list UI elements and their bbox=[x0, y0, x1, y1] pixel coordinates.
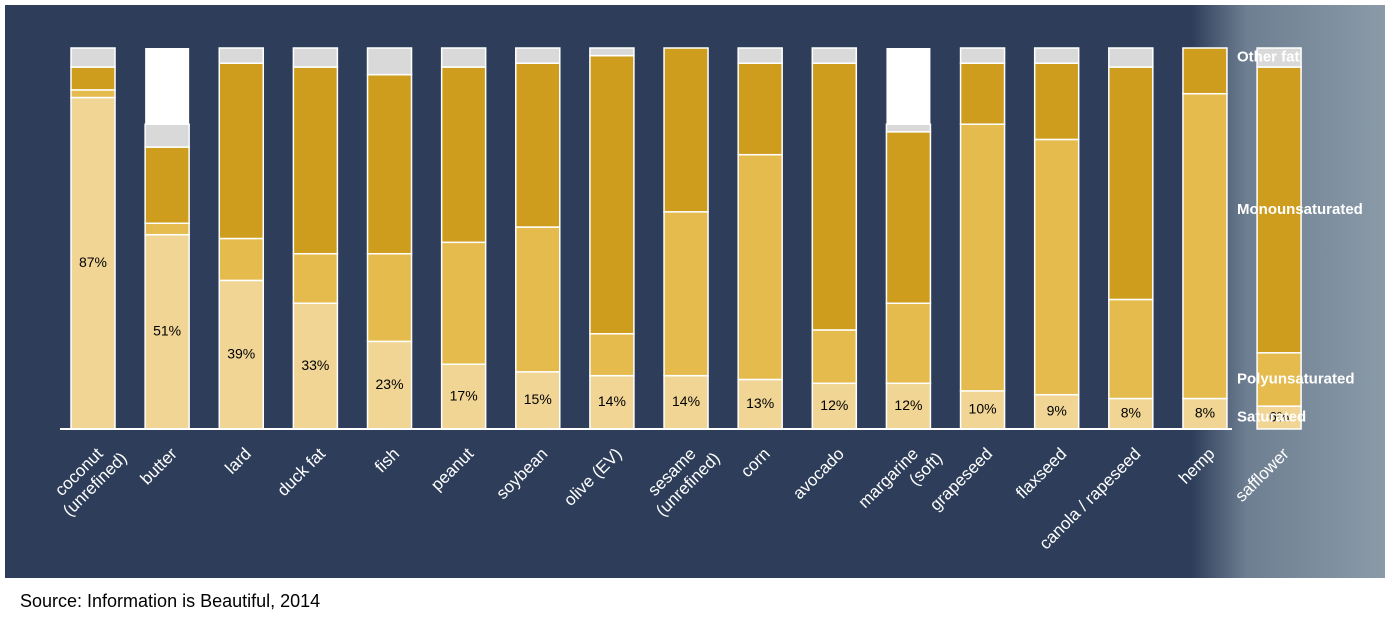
data-label: 9% bbox=[1047, 403, 1067, 419]
bar-segment bbox=[737, 153, 783, 381]
bar-segment bbox=[885, 302, 932, 385]
bar-segment bbox=[885, 131, 932, 305]
legend-label: Polyunsaturated bbox=[1237, 370, 1355, 387]
bar-segment bbox=[292, 47, 339, 68]
bar-segment bbox=[663, 47, 709, 213]
bar-segment bbox=[515, 371, 561, 430]
data-label: 14% bbox=[598, 393, 626, 409]
bar-segment bbox=[366, 340, 413, 430]
bar-segment bbox=[885, 123, 932, 133]
bar-segment bbox=[737, 47, 783, 64]
bar-segment bbox=[959, 123, 1006, 392]
bar-segment bbox=[440, 66, 487, 244]
data-label: 13% bbox=[746, 395, 774, 411]
bar-segment bbox=[515, 226, 561, 373]
bar-segment bbox=[144, 146, 190, 225]
bar-segment bbox=[1033, 62, 1080, 141]
data-label: 17% bbox=[450, 387, 478, 403]
bar-segment bbox=[1256, 66, 1302, 354]
bar-segment bbox=[1256, 47, 1302, 68]
data-label: 10% bbox=[969, 401, 997, 417]
bar-segment bbox=[1108, 298, 1154, 400]
bar-segment bbox=[1108, 47, 1154, 68]
legend-label: Monounsaturated bbox=[1237, 201, 1363, 218]
bar-segment bbox=[1182, 47, 1228, 95]
bar-segment bbox=[1033, 47, 1080, 64]
bar-segment bbox=[218, 47, 265, 64]
bar-segment bbox=[70, 66, 116, 91]
bar-segment bbox=[515, 62, 561, 228]
data-label: 33% bbox=[301, 357, 329, 373]
bar-segment bbox=[589, 47, 635, 57]
bar-segment bbox=[589, 54, 635, 335]
bar-segment bbox=[440, 47, 487, 68]
data-label: 14% bbox=[672, 393, 700, 409]
data-label: 8% bbox=[1121, 404, 1141, 420]
bar-segment bbox=[959, 62, 1006, 125]
bar-segment bbox=[366, 73, 413, 255]
bar-segment bbox=[144, 123, 190, 148]
bar-segment bbox=[1182, 92, 1228, 400]
bar-segment bbox=[589, 374, 635, 430]
data-label: 51% bbox=[153, 323, 181, 339]
bar-segment bbox=[959, 47, 1006, 64]
bar-segment bbox=[218, 62, 265, 240]
bar-segment bbox=[366, 252, 413, 343]
data-label: 39% bbox=[227, 345, 255, 361]
source: Source: Information is Beautiful, 2014 bbox=[20, 591, 320, 611]
bar-segment bbox=[440, 241, 487, 365]
data-label: 12% bbox=[820, 397, 848, 413]
bar-segment bbox=[663, 211, 709, 377]
bar-segment bbox=[1033, 138, 1080, 396]
legend-label: Saturated bbox=[1237, 409, 1306, 426]
bar-segment bbox=[292, 66, 339, 255]
data-label: 87% bbox=[79, 254, 107, 270]
bar-segment bbox=[144, 222, 190, 236]
bar-segment bbox=[218, 237, 265, 282]
bar-segment bbox=[589, 333, 635, 377]
bar-segment bbox=[811, 62, 858, 331]
data-label: 8% bbox=[1195, 404, 1215, 420]
bar-segment bbox=[70, 47, 116, 68]
bar-segment bbox=[811, 47, 858, 64]
data-label: 15% bbox=[524, 391, 552, 407]
bar-segment bbox=[292, 302, 339, 430]
bar-segment bbox=[144, 233, 190, 430]
bar-segment bbox=[1256, 352, 1302, 407]
data-label: 23% bbox=[376, 376, 404, 392]
bar-segment bbox=[515, 47, 561, 64]
bar-segment bbox=[811, 329, 858, 385]
legend-label: Other fat bbox=[1237, 48, 1300, 65]
bar-segment bbox=[70, 89, 116, 99]
bar-segment bbox=[292, 252, 339, 305]
bar-segment bbox=[366, 47, 413, 76]
bar-segment bbox=[737, 62, 783, 156]
data-label: 6% bbox=[1269, 408, 1289, 424]
bar-segment bbox=[1108, 66, 1154, 301]
bar-segment bbox=[1108, 397, 1154, 430]
data-label: 12% bbox=[894, 397, 922, 413]
